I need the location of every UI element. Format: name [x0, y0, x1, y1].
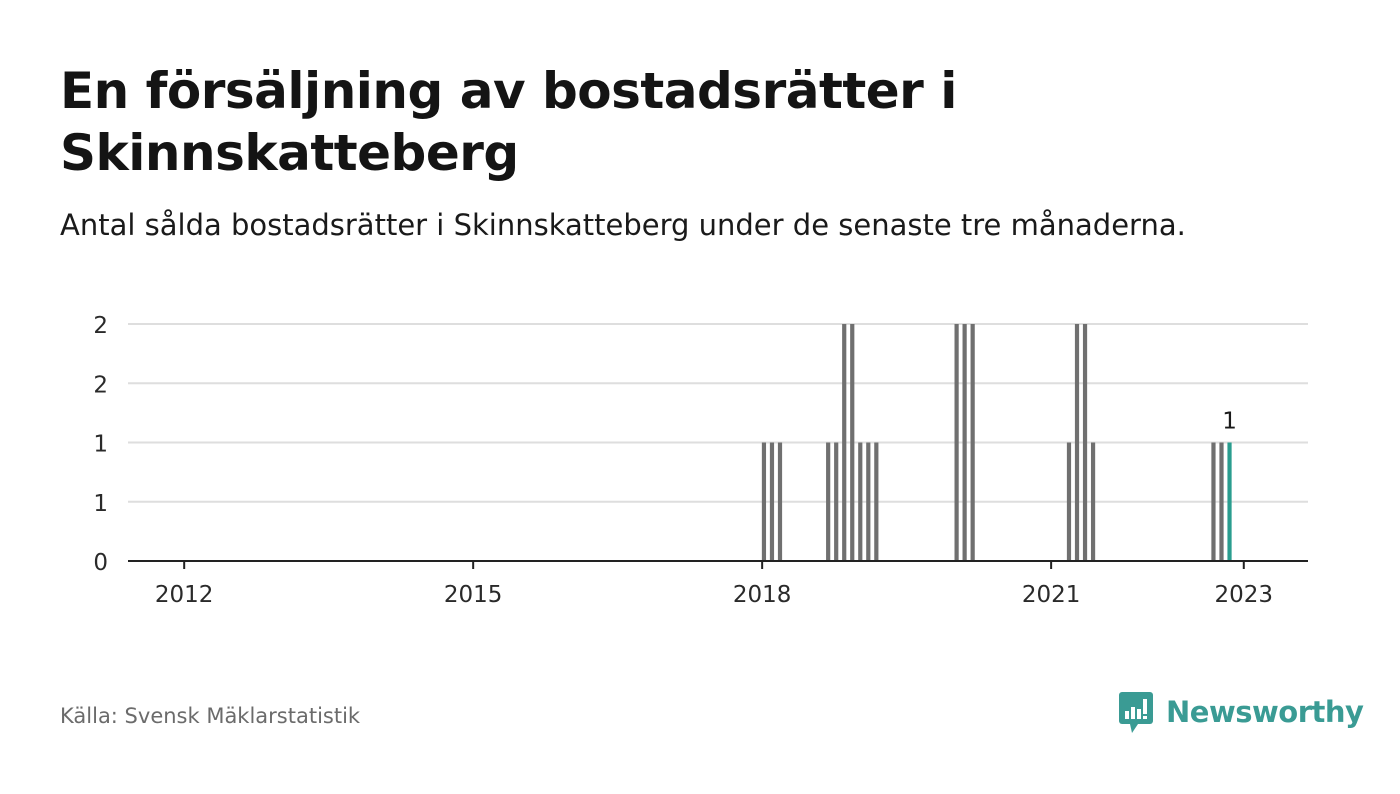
data-label-latest: 1: [1222, 409, 1237, 435]
bar: [1082, 324, 1088, 561]
chart-subtitle: Antal sålda bostadsrätter i Skinnskatteb…: [60, 208, 1186, 242]
source-note: Källa: Svensk Mäklarstatistik: [60, 704, 361, 728]
bar: [777, 442, 783, 561]
y-tick-label: 2: [93, 372, 108, 398]
x-tick-label: 2021: [1022, 582, 1081, 608]
bar: [1066, 442, 1072, 561]
bars: [761, 324, 1232, 561]
bar: [1090, 442, 1096, 561]
brand-name: Newsworthy: [1166, 695, 1364, 729]
y-tick-label: 0: [93, 550, 108, 576]
y-axis-ticks: 0 1 1 2 2: [93, 313, 108, 576]
gridlines: [128, 323, 1308, 503]
bar: [842, 324, 847, 561]
bar: [874, 442, 879, 561]
chart-title: En försäljning av bostadsrätter i Skinns…: [60, 62, 957, 182]
x-tick-label: 2018: [733, 582, 792, 608]
bar: [761, 442, 767, 561]
y-tick-label: 1: [93, 491, 108, 517]
bar: [866, 442, 871, 561]
x-axis-ticks: 2012 2015 2018 2021 2023: [155, 561, 1273, 608]
x-tick-label: 2023: [1215, 582, 1274, 608]
bar: [850, 324, 855, 561]
bar: [962, 324, 967, 561]
bar: [954, 324, 959, 561]
y-tick-label: 2: [93, 313, 108, 339]
data-labels: 1: [1222, 409, 1237, 435]
bar: [1219, 442, 1224, 561]
x-tick-label: 2012: [155, 582, 214, 608]
bar-highlight: [1227, 442, 1232, 561]
bar: [1211, 442, 1216, 561]
newsworthy-chart-logo-icon: [1119, 692, 1153, 733]
bar: [858, 442, 863, 561]
bar: [834, 442, 839, 561]
y-tick-label: 1: [93, 432, 108, 458]
bar: [769, 442, 775, 561]
newsworthy-logo[interactable]: Newsworthy: [1118, 690, 1364, 734]
bar: [970, 324, 975, 561]
bar: [826, 442, 831, 561]
bar: [1074, 324, 1080, 561]
x-tick-label: 2015: [444, 582, 503, 608]
